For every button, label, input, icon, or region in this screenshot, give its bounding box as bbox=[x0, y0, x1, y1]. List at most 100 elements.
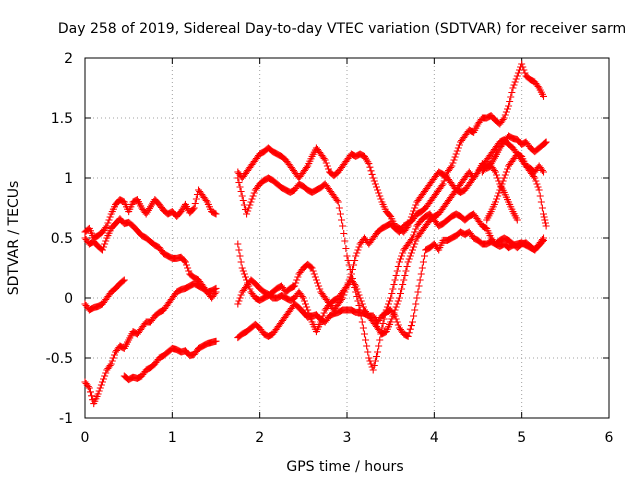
data-point bbox=[538, 238, 546, 246]
data-point bbox=[400, 276, 408, 284]
y-tick-labels: -1 -0.5 0 0.5 1 1.5 2 bbox=[46, 51, 73, 427]
data-point bbox=[353, 285, 361, 293]
data-point bbox=[371, 180, 379, 188]
data-point bbox=[389, 312, 397, 320]
data-point bbox=[498, 180, 506, 188]
data-point bbox=[500, 174, 508, 182]
data-point bbox=[344, 257, 352, 264]
data-point bbox=[109, 354, 117, 362]
data-point bbox=[407, 322, 415, 330]
data-point bbox=[396, 255, 404, 263]
data-point bbox=[521, 69, 529, 77]
data-point bbox=[108, 357, 116, 365]
data-point bbox=[192, 195, 200, 203]
data-point bbox=[359, 324, 367, 332]
data-point bbox=[353, 249, 361, 257]
data-point bbox=[293, 276, 301, 284]
data-point bbox=[499, 116, 507, 123]
data-point bbox=[398, 285, 406, 293]
data-point bbox=[413, 294, 421, 302]
data-point bbox=[538, 167, 546, 174]
data-point bbox=[536, 192, 544, 200]
data-point bbox=[102, 237, 110, 245]
data-point bbox=[542, 138, 550, 146]
data-point bbox=[211, 285, 219, 293]
data-point bbox=[110, 351, 118, 359]
data-point bbox=[530, 173, 538, 180]
axis-ticks bbox=[84, 57, 610, 419]
data-point bbox=[86, 388, 94, 396]
data-point bbox=[303, 303, 311, 311]
data-point bbox=[309, 267, 317, 275]
data-point bbox=[348, 266, 356, 273]
data-point bbox=[234, 240, 242, 248]
data-point bbox=[341, 237, 349, 245]
data-point bbox=[304, 306, 312, 314]
data-point bbox=[292, 279, 300, 287]
data-point bbox=[106, 362, 114, 369]
data-point bbox=[318, 315, 326, 323]
data-point bbox=[119, 277, 127, 285]
data-point bbox=[394, 263, 402, 270]
data-point bbox=[235, 246, 243, 254]
data-point bbox=[190, 204, 198, 212]
data-point bbox=[396, 290, 404, 297]
data-point bbox=[351, 281, 359, 288]
data-point bbox=[540, 213, 548, 221]
data-point bbox=[439, 180, 447, 188]
y-tick-label: -0.5 bbox=[46, 351, 73, 367]
data-point bbox=[120, 276, 128, 284]
data-point bbox=[390, 281, 398, 288]
data-point bbox=[383, 303, 391, 311]
data-point bbox=[335, 204, 343, 212]
data-point bbox=[350, 261, 358, 269]
data-point bbox=[393, 318, 401, 326]
data-point bbox=[388, 290, 396, 297]
data-point bbox=[333, 197, 341, 204]
data-point bbox=[342, 245, 350, 252]
series-track-1 bbox=[81, 215, 220, 302]
data-point bbox=[308, 264, 316, 272]
data-point bbox=[236, 252, 244, 260]
data-point bbox=[518, 60, 526, 68]
data-point bbox=[371, 357, 379, 365]
data-point bbox=[185, 267, 193, 275]
data-point bbox=[360, 330, 368, 338]
data-point bbox=[315, 282, 323, 290]
data-point bbox=[184, 264, 192, 272]
data-point bbox=[418, 264, 426, 272]
data-point bbox=[412, 237, 420, 245]
data-point bbox=[243, 210, 251, 218]
data-point bbox=[299, 294, 307, 302]
data-point bbox=[237, 258, 245, 266]
data-point bbox=[365, 354, 373, 362]
data-point bbox=[541, 219, 549, 227]
data-point bbox=[85, 384, 93, 392]
data-point bbox=[336, 210, 344, 218]
data-point bbox=[409, 318, 416, 326]
data-point bbox=[411, 306, 419, 314]
data-point bbox=[101, 240, 109, 248]
series-track-3 bbox=[81, 276, 128, 314]
data-point bbox=[412, 225, 420, 233]
data-points bbox=[81, 60, 550, 408]
data-point bbox=[382, 306, 390, 314]
data-point bbox=[411, 240, 419, 248]
data-point bbox=[291, 282, 299, 290]
data-point bbox=[514, 69, 522, 77]
data-point bbox=[391, 306, 399, 314]
data-point bbox=[406, 252, 414, 260]
y-axis-label: SDTVAR / TECUs bbox=[6, 181, 22, 296]
y-tick-label: 0.5 bbox=[51, 231, 73, 247]
data-point bbox=[394, 297, 402, 305]
data-point bbox=[294, 273, 302, 281]
data-point bbox=[369, 366, 377, 374]
data-point bbox=[237, 291, 245, 299]
x-tick-labels: 0 1 2 3 4 5 6 bbox=[81, 430, 614, 446]
data-point bbox=[412, 201, 420, 209]
data-point bbox=[532, 177, 540, 185]
data-point bbox=[540, 236, 547, 244]
data-point bbox=[320, 155, 328, 162]
data-point bbox=[491, 198, 499, 206]
